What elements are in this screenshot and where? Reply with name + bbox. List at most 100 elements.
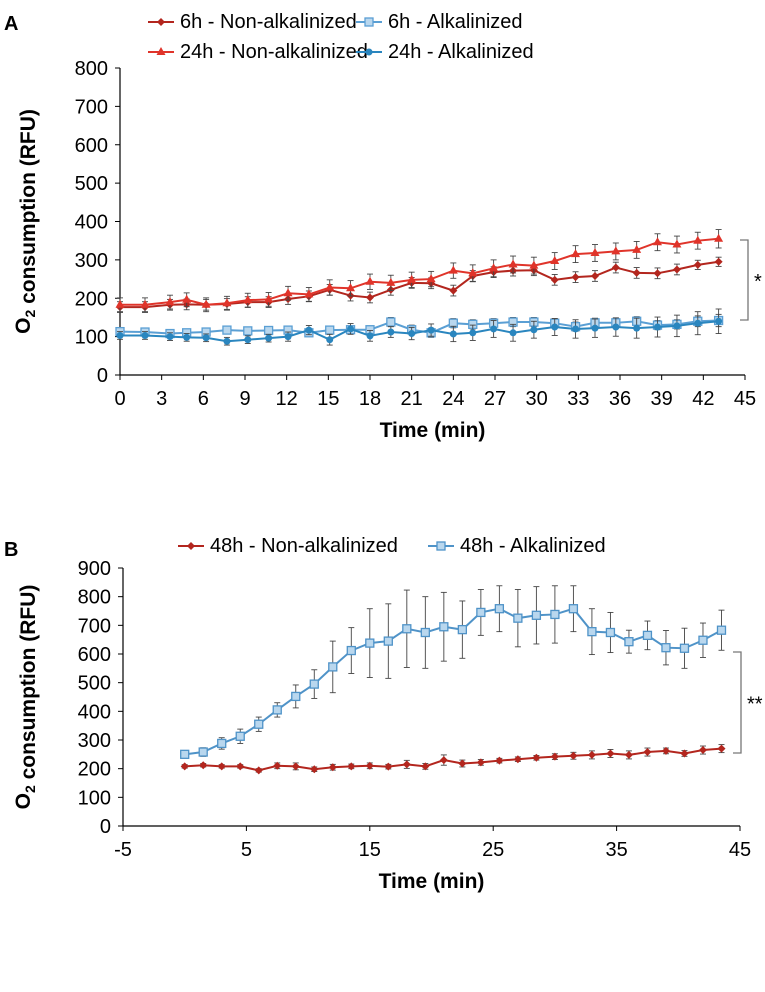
data-point: [698, 635, 708, 645]
y-tick-label: 300: [75, 250, 108, 272]
legend-label: 6h - Alkalinized: [388, 11, 523, 33]
data-point: [166, 333, 174, 341]
panel-letter: A: [4, 13, 18, 35]
y-tick-label: 200: [78, 759, 111, 781]
data-point: [283, 288, 293, 297]
data-point: [439, 622, 449, 632]
legend: 6h - Non-alkalinized 24h - Non-alkalinize…: [148, 11, 534, 63]
y-tick-label: 0: [97, 365, 108, 387]
data-point: [698, 746, 707, 755]
data-point: [346, 283, 356, 292]
data-point: [571, 273, 580, 282]
data-point: [387, 328, 395, 336]
data-point: [291, 691, 301, 702]
data-point: [694, 319, 702, 327]
data-point: [427, 326, 435, 334]
legend-label: 24h - Non-alkalinized: [180, 41, 368, 63]
x-tick-label: 33: [567, 388, 589, 410]
x-axis-label: Time (min): [379, 870, 485, 893]
legend-label: 6h - Non-alkalinized: [180, 11, 357, 33]
data-point: [611, 246, 621, 255]
data-point: [383, 636, 393, 646]
data-point: [366, 332, 374, 340]
y-tick-label: 100: [78, 787, 111, 809]
data-point: [679, 643, 690, 653]
x-tick-label: 6: [198, 388, 209, 410]
legend-marker: [157, 18, 165, 26]
data-point: [624, 750, 633, 759]
data-point: [642, 630, 653, 641]
data-point: [244, 336, 252, 344]
data-point: [530, 326, 538, 334]
data-point: [365, 276, 375, 285]
legend-marker: [364, 17, 374, 27]
data-point: [532, 753, 541, 762]
x-tick-label: 21: [401, 388, 423, 410]
y-tick-label: 300: [78, 730, 111, 752]
data-point: [448, 265, 458, 274]
data-point: [310, 765, 319, 774]
data-point: [550, 609, 560, 620]
x-tick-label: -5: [114, 839, 132, 861]
data-point: [476, 758, 485, 767]
data-point: [449, 286, 458, 295]
series-4: [116, 308, 723, 346]
data-point: [386, 277, 396, 286]
data-point: [243, 295, 253, 304]
significance-label: **: [747, 694, 763, 716]
y-tick-label: 600: [78, 644, 111, 666]
data-point: [217, 738, 227, 749]
series-2: [180, 585, 727, 759]
data-point: [489, 263, 499, 272]
data-point: [254, 719, 264, 729]
series-line: [120, 237, 719, 306]
data-point: [165, 297, 175, 306]
data-point: [509, 329, 517, 337]
data-point: [263, 325, 274, 336]
data-point: [587, 750, 596, 759]
data-point: [305, 326, 313, 334]
data-point: [180, 762, 189, 771]
data-point: [643, 748, 652, 757]
data-point: [347, 762, 356, 771]
data-point: [661, 746, 670, 755]
data-point: [115, 299, 125, 308]
data-point: [291, 762, 300, 771]
data-point: [347, 325, 355, 333]
legend-label: 48h - Alkalinized: [460, 535, 606, 557]
data-point: [605, 627, 616, 638]
data-point: [458, 759, 467, 768]
data-point: [304, 289, 314, 298]
data-point: [272, 705, 282, 715]
x-tick-label: 9: [239, 388, 250, 410]
data-point: [587, 626, 597, 637]
panel-letter: B: [4, 539, 18, 561]
data-point: [612, 323, 620, 331]
data-point: [661, 643, 671, 653]
data-point: [508, 259, 518, 268]
data-point: [569, 751, 578, 760]
y-tick-label: 600: [75, 135, 108, 157]
significance-bracket: [733, 651, 742, 754]
data-point: [551, 323, 559, 331]
data-point: [494, 604, 505, 614]
data-point: [624, 637, 634, 647]
data-point: [421, 762, 430, 771]
data-point: [328, 662, 338, 672]
data-point: [217, 762, 226, 771]
data-point: [495, 756, 504, 765]
data-point: [198, 747, 208, 757]
data-point: [572, 325, 580, 333]
data-point: [386, 317, 396, 327]
data-point: [202, 334, 210, 342]
data-point: [326, 336, 334, 344]
legend-marker: [436, 541, 446, 551]
data-point: [680, 749, 689, 758]
y-tick-label: 700: [78, 615, 111, 637]
data-point: [672, 239, 682, 248]
series-1: [180, 744, 726, 775]
data-point: [402, 760, 411, 769]
data-point: [673, 322, 681, 330]
data-point: [476, 607, 486, 618]
